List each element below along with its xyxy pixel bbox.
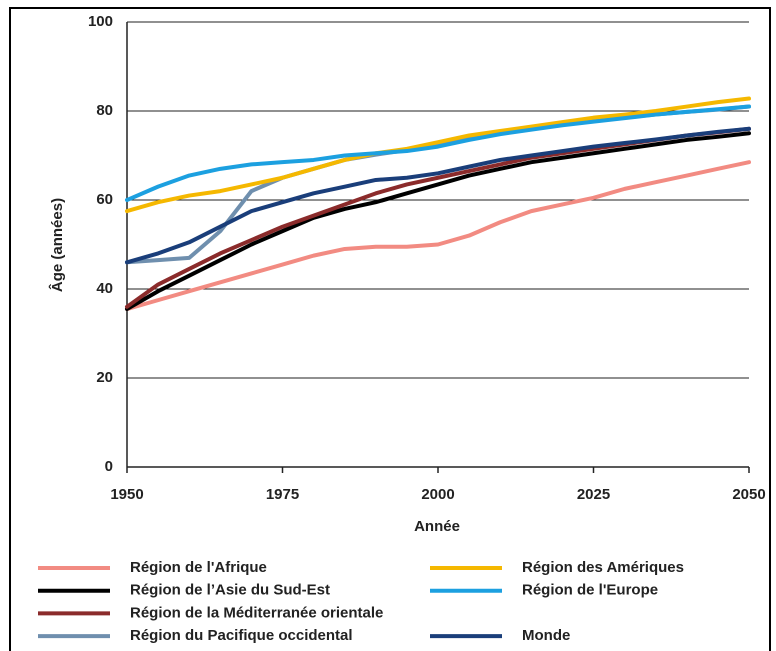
legend-label: Monde (522, 627, 570, 644)
y-tick-label: 80 (96, 102, 113, 119)
y-tick-label: 0 (105, 458, 113, 475)
series-line (125, 126, 751, 265)
series-line (125, 104, 751, 202)
y-tick-label: 20 (96, 369, 113, 386)
legend-label: Région de l’Asie du Sud-Est (130, 582, 330, 599)
legend-label: Région de l'Europe (522, 582, 658, 599)
y-tick-label: 40 (96, 280, 113, 297)
x-tick-label: 2025 (577, 486, 610, 503)
x-tick-label: 1950 (110, 486, 143, 503)
series-line (125, 96, 751, 214)
y-tick-label: 60 (96, 191, 113, 208)
legend-label: Région des Amériques (522, 559, 684, 576)
y-axis-label: Âge (années) (48, 198, 66, 292)
x-tick-label: 1975 (266, 486, 299, 503)
x-tick-label: 2000 (421, 486, 454, 503)
y-tick-label: 100 (88, 13, 113, 30)
legend-label: Région de la Méditerranée orientale (130, 604, 383, 621)
frame (9, 7, 771, 651)
series-line (125, 160, 751, 312)
x-tick-label: 2050 (732, 486, 765, 503)
legend-label: Région du Pacifique occidental (130, 627, 353, 644)
series-line (125, 126, 751, 309)
legend-label: Région de l'Afrique (130, 559, 267, 576)
series-line (125, 131, 751, 312)
x-axis-label: Année (414, 518, 460, 535)
